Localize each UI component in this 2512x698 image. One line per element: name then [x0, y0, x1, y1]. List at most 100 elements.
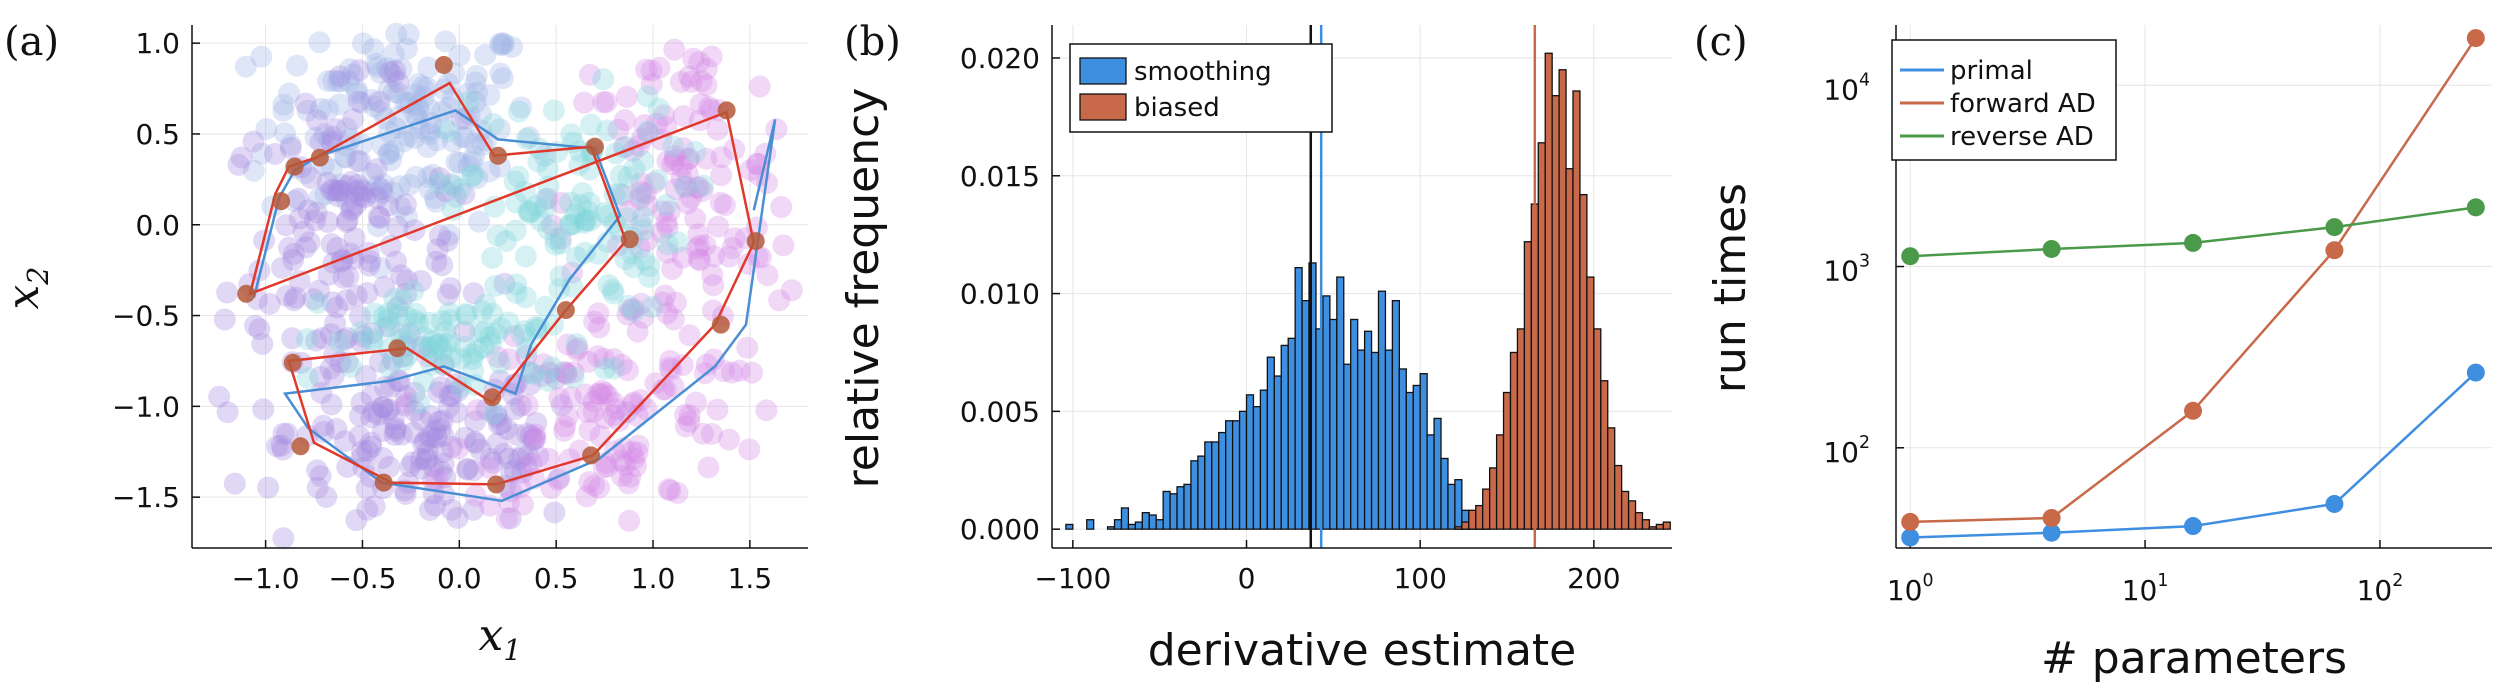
series-point-primal	[1901, 528, 1920, 547]
hist-bar-smoothing	[1280, 344, 1289, 530]
cloud-point	[682, 47, 705, 70]
cloud-point	[437, 396, 460, 419]
cloud-point	[489, 32, 512, 55]
cloud-point	[576, 200, 599, 223]
cloud-point	[389, 196, 412, 219]
x-tick-label: 0	[1238, 562, 1256, 595]
cloud-point	[701, 263, 724, 286]
cloud-point	[573, 91, 596, 114]
series-point-reverse-AD	[2042, 239, 2061, 258]
cloud-point	[371, 419, 394, 442]
cloud-point	[296, 328, 319, 351]
cloud-point	[404, 309, 427, 332]
y-tick-label: 0.010	[960, 278, 1040, 311]
cloud-point	[287, 187, 310, 210]
cloud-point	[359, 431, 382, 454]
cloud-point	[334, 146, 357, 169]
cloud-point	[415, 449, 438, 472]
cloud-point	[418, 123, 441, 146]
cloud-point	[360, 435, 383, 458]
cloud-point	[288, 269, 311, 292]
legend-label: forward AD	[1950, 89, 2096, 119]
cloud-point	[684, 141, 707, 164]
cloud-point	[617, 166, 640, 189]
cloud-point	[635, 398, 658, 421]
cloud-point	[417, 56, 440, 79]
cloud-point	[317, 263, 340, 286]
cloud-point	[462, 282, 485, 305]
cloud-point	[578, 191, 601, 214]
series-point-primal	[2466, 363, 2485, 382]
cloud-point	[491, 67, 514, 90]
cloud-point	[621, 440, 644, 463]
cloud-point	[255, 118, 278, 141]
cloud-point	[349, 178, 372, 201]
cloud-point	[434, 320, 457, 343]
cloud-point	[230, 146, 253, 169]
cloud-point	[367, 205, 390, 228]
hist-bar-smoothing	[1412, 384, 1421, 530]
legend-label: smoothing	[1134, 57, 1272, 87]
cloud-point	[250, 45, 273, 68]
cloud-point	[630, 171, 653, 194]
cloud-point	[525, 411, 548, 434]
cloud-point	[284, 286, 307, 309]
cloud-point	[497, 491, 520, 514]
cloud-point	[669, 70, 692, 93]
cloud-point	[554, 415, 577, 438]
cloud-point	[575, 485, 598, 508]
cloud-point	[322, 364, 345, 387]
cloud-point	[700, 422, 723, 445]
legend-label: primal	[1950, 56, 2033, 86]
cloud-point	[242, 130, 265, 153]
x-tick-label: 100	[1887, 571, 1934, 607]
cloud-point	[385, 117, 408, 140]
cloud-point	[720, 361, 743, 384]
hist-bar-smoothing	[1426, 434, 1435, 530]
cloud-point	[383, 423, 406, 446]
cloud-point	[298, 231, 321, 254]
cloud-point	[335, 211, 358, 234]
x-tick-label-base: 10	[1887, 574, 1923, 607]
cloud-point	[466, 167, 489, 190]
cloud-point	[687, 248, 710, 271]
cloud-point	[691, 422, 714, 445]
cloud-point	[384, 417, 407, 440]
cloud-point	[556, 405, 579, 428]
cloud-point	[361, 331, 384, 354]
cloud-point	[257, 476, 280, 499]
cloud-point	[565, 246, 588, 269]
cloud-point	[429, 376, 452, 399]
cloud-point	[386, 303, 409, 326]
cloud-point	[349, 150, 372, 173]
cloud-point	[445, 401, 468, 424]
cloud-point	[223, 472, 246, 495]
cloud-point	[316, 171, 339, 194]
cloud-point	[320, 179, 343, 202]
cloud-point	[610, 353, 633, 376]
cloud-point	[370, 178, 393, 201]
hist-bar-smoothing	[1065, 523, 1074, 530]
cloud-point	[422, 455, 445, 478]
cloud-point	[388, 175, 411, 198]
cloud-point	[540, 356, 563, 379]
cloud-point	[279, 133, 302, 156]
hist-bar-biased	[1607, 427, 1616, 530]
cloud-point	[471, 300, 494, 323]
cloud-point	[565, 333, 588, 356]
cloud-point	[674, 415, 697, 438]
cloud-point	[623, 300, 646, 323]
cloud-point	[308, 279, 331, 302]
cloud-point	[328, 65, 351, 88]
cloud-point	[470, 103, 493, 126]
cloud-point	[389, 264, 412, 287]
cloud-point	[492, 33, 515, 56]
cloud-point	[685, 176, 708, 199]
cloud-point	[421, 340, 444, 363]
cloud-point	[518, 201, 541, 224]
cloud-point	[592, 68, 615, 91]
cloud-point	[363, 495, 386, 518]
y-tick-label: 102	[1823, 433, 1870, 469]
y-tick-label-base: 10	[1823, 255, 1859, 288]
cloud-point	[412, 370, 435, 393]
